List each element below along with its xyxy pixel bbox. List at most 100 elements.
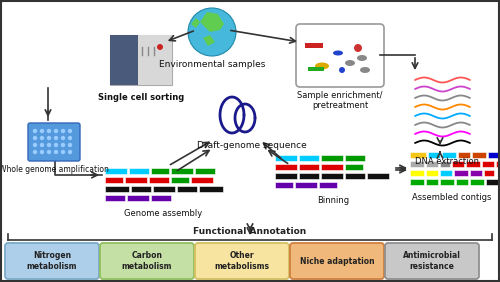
Bar bbox=[105, 186, 129, 192]
Text: Assembled contigs: Assembled contigs bbox=[412, 193, 492, 202]
Text: Carbon
metabolism: Carbon metabolism bbox=[122, 251, 172, 271]
FancyBboxPatch shape bbox=[110, 35, 172, 85]
Circle shape bbox=[61, 136, 65, 140]
Polygon shape bbox=[203, 35, 215, 46]
Bar bbox=[129, 168, 149, 174]
Circle shape bbox=[54, 143, 58, 147]
Text: Environmental samples: Environmental samples bbox=[159, 60, 265, 69]
Circle shape bbox=[47, 143, 51, 147]
Circle shape bbox=[33, 143, 37, 147]
Circle shape bbox=[40, 136, 44, 140]
Bar bbox=[470, 170, 482, 176]
Text: Whole genome amplification: Whole genome amplification bbox=[0, 165, 109, 174]
FancyBboxPatch shape bbox=[290, 243, 384, 279]
Bar bbox=[125, 177, 147, 183]
Circle shape bbox=[68, 143, 72, 147]
Circle shape bbox=[188, 8, 236, 56]
Circle shape bbox=[33, 150, 37, 154]
Circle shape bbox=[68, 150, 72, 154]
Ellipse shape bbox=[315, 63, 329, 69]
Bar bbox=[319, 182, 337, 188]
Circle shape bbox=[61, 150, 65, 154]
FancyBboxPatch shape bbox=[100, 243, 194, 279]
FancyBboxPatch shape bbox=[296, 24, 384, 87]
Bar bbox=[470, 179, 484, 185]
Bar bbox=[426, 179, 438, 185]
Bar bbox=[105, 177, 123, 183]
Bar bbox=[345, 164, 363, 170]
Ellipse shape bbox=[357, 55, 367, 61]
Bar bbox=[299, 164, 319, 170]
Bar bbox=[345, 173, 365, 179]
Text: Nitrogen
metabolism: Nitrogen metabolism bbox=[27, 251, 77, 271]
Circle shape bbox=[40, 129, 44, 133]
Bar bbox=[105, 168, 127, 174]
Bar bbox=[482, 161, 494, 167]
Circle shape bbox=[354, 44, 362, 52]
Bar bbox=[110, 35, 138, 85]
Text: Antimicrobial
resistance: Antimicrobial resistance bbox=[403, 251, 461, 271]
Bar bbox=[199, 186, 223, 192]
Bar bbox=[410, 161, 424, 167]
Bar bbox=[410, 152, 426, 158]
FancyBboxPatch shape bbox=[385, 243, 479, 279]
Circle shape bbox=[47, 136, 51, 140]
Polygon shape bbox=[200, 12, 224, 32]
Circle shape bbox=[33, 136, 37, 140]
Ellipse shape bbox=[345, 60, 355, 66]
FancyBboxPatch shape bbox=[5, 243, 99, 279]
Circle shape bbox=[40, 143, 44, 147]
Bar bbox=[486, 179, 498, 185]
Bar bbox=[454, 170, 468, 176]
Ellipse shape bbox=[333, 50, 343, 56]
Text: Draft-genome sequence: Draft-genome sequence bbox=[197, 141, 307, 150]
Ellipse shape bbox=[360, 67, 370, 73]
Text: DNA extraction: DNA extraction bbox=[415, 157, 479, 166]
Bar bbox=[131, 186, 151, 192]
Circle shape bbox=[157, 44, 163, 50]
Bar bbox=[458, 152, 470, 158]
Bar bbox=[321, 173, 343, 179]
Bar bbox=[171, 177, 189, 183]
Text: Genome assembly: Genome assembly bbox=[124, 209, 202, 218]
Bar bbox=[410, 179, 424, 185]
Bar bbox=[484, 170, 494, 176]
Text: Other
metabolisms: Other metabolisms bbox=[214, 251, 270, 271]
Circle shape bbox=[54, 129, 58, 133]
Bar bbox=[105, 195, 125, 201]
Bar bbox=[472, 152, 486, 158]
Bar bbox=[195, 168, 215, 174]
FancyBboxPatch shape bbox=[195, 243, 289, 279]
Bar bbox=[410, 170, 424, 176]
Circle shape bbox=[47, 129, 51, 133]
Bar bbox=[426, 161, 438, 167]
Circle shape bbox=[47, 150, 51, 154]
Text: Binning: Binning bbox=[317, 196, 349, 205]
Bar bbox=[440, 161, 450, 167]
Bar bbox=[428, 152, 440, 158]
Bar bbox=[275, 155, 297, 161]
Text: Sample enrichment/
pretreatment: Sample enrichment/ pretreatment bbox=[297, 91, 383, 110]
Circle shape bbox=[33, 129, 37, 133]
Text: Single cell sorting: Single cell sorting bbox=[98, 93, 184, 102]
Bar bbox=[345, 155, 365, 161]
Circle shape bbox=[339, 67, 345, 73]
Bar bbox=[149, 177, 169, 183]
Circle shape bbox=[68, 136, 72, 140]
Text: Niche adaptation: Niche adaptation bbox=[300, 257, 374, 265]
Bar bbox=[367, 173, 389, 179]
Bar bbox=[466, 161, 480, 167]
Bar bbox=[151, 168, 169, 174]
Bar bbox=[275, 173, 297, 179]
Bar bbox=[275, 164, 297, 170]
Circle shape bbox=[54, 150, 58, 154]
Circle shape bbox=[61, 143, 65, 147]
Bar bbox=[305, 43, 323, 48]
Bar bbox=[440, 179, 454, 185]
Bar bbox=[308, 67, 324, 71]
Circle shape bbox=[54, 136, 58, 140]
Polygon shape bbox=[191, 18, 200, 28]
Bar bbox=[127, 195, 149, 201]
Bar bbox=[456, 179, 468, 185]
Bar bbox=[321, 164, 343, 170]
